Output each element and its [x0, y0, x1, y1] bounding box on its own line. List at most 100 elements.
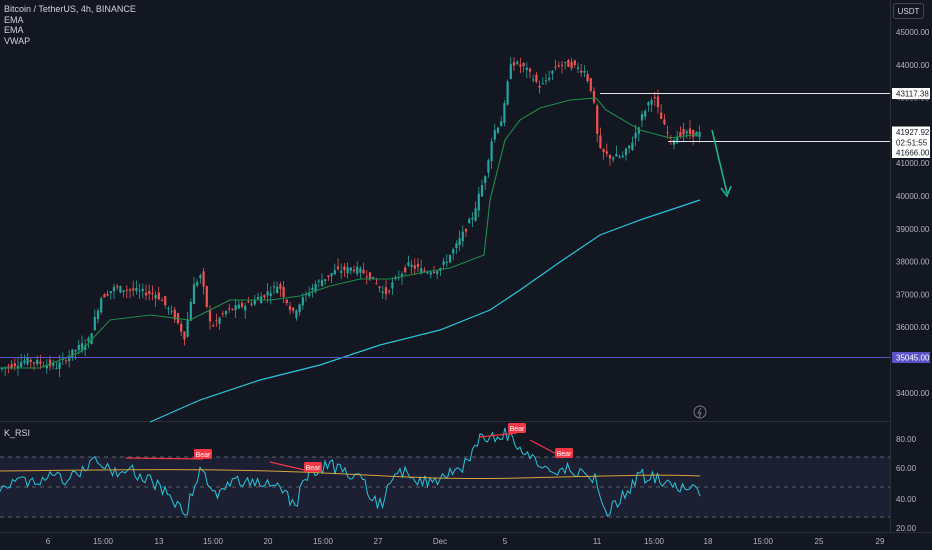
candle-body	[365, 276, 368, 278]
bear-label-box	[555, 448, 573, 458]
bear-label: Bear	[510, 426, 525, 433]
price-tick-label: 45000.00	[896, 28, 930, 37]
bear-label: Bear	[306, 465, 321, 472]
candle-body	[170, 310, 173, 312]
indicator-vwap[interactable]: VWAP	[4, 35, 31, 46]
bear-divergence-line	[125, 457, 204, 460]
time-tick-label: 27	[374, 537, 383, 546]
candle-body	[228, 308, 231, 310]
candle-body	[247, 301, 250, 303]
candle-body	[212, 325, 215, 327]
candle-body	[324, 279, 327, 281]
currency-button[interactable]: USDT	[893, 3, 924, 19]
candle-body	[327, 275, 330, 277]
time-tick-label: 18	[704, 537, 713, 546]
candle-body	[448, 255, 452, 263]
candle-body	[535, 74, 538, 82]
candle-body	[567, 59, 570, 67]
horizontal-levels[interactable]	[0, 93, 890, 358]
candle-body	[202, 271, 205, 287]
ema-fast-line	[0, 97, 701, 369]
candle-body	[282, 286, 285, 298]
candle-body	[308, 293, 311, 296]
candle-body	[311, 287, 314, 291]
candle-body	[173, 309, 176, 320]
candle-body	[372, 276, 375, 279]
ema-slow-line	[149, 199, 701, 423]
candle-body	[167, 308, 170, 310]
candle-body	[410, 264, 413, 267]
candle-body	[231, 308, 234, 310]
candle-body	[672, 139, 676, 145]
rsi-title[interactable]: K_RSI	[4, 428, 31, 438]
candle-body	[218, 317, 221, 324]
candle-body	[148, 291, 151, 294]
bear-divergence-line	[479, 432, 518, 438]
indicator-ema-2[interactable]: EMA	[4, 25, 24, 35]
candle-body	[77, 344, 80, 351]
candle-body	[240, 302, 244, 307]
candle-body	[468, 219, 471, 224]
candle-body	[253, 299, 256, 305]
candle-body	[560, 64, 564, 66]
candle-body	[692, 130, 695, 137]
candle-body	[215, 320, 218, 322]
candle-body	[378, 286, 381, 289]
lightning-icon[interactable]	[693, 405, 707, 419]
candle-body	[352, 269, 356, 272]
candle-body	[660, 112, 663, 120]
candle-body	[276, 286, 279, 293]
candle-body	[314, 284, 317, 292]
candle-body	[493, 130, 496, 140]
projection-arrow[interactable]	[711, 129, 728, 194]
candle-body	[192, 284, 196, 305]
candle-body	[503, 103, 506, 123]
candle-body	[128, 289, 132, 291]
candle-body	[237, 304, 240, 309]
price-tick-label: 38000.00	[896, 258, 930, 267]
candle-body	[471, 217, 474, 220]
candle-body	[52, 363, 55, 366]
candle-body	[189, 301, 192, 321]
candle-body	[359, 268, 362, 273]
time-axis[interactable]: 6 15:00 13 15:00 20 15:00 27 Dec 5 11 15:00 18 15:00…	[46, 537, 885, 546]
candle-body	[368, 272, 372, 280]
candle-body	[154, 295, 157, 299]
candle-body	[10, 364, 13, 368]
candle-body	[96, 310, 100, 320]
candle-body	[685, 131, 688, 134]
bear-label: Bear	[196, 452, 211, 459]
candle-body	[90, 333, 93, 345]
candle-body	[87, 338, 90, 342]
price-tick-label: 37000.00	[896, 290, 930, 299]
bear-label-box	[508, 423, 526, 433]
candle-body	[301, 297, 304, 306]
candle-body	[557, 65, 560, 67]
moving-averages	[0, 97, 701, 423]
candle-body	[234, 305, 237, 311]
candle-body	[356, 266, 359, 274]
price-marker-box	[892, 147, 930, 158]
indicator-ema-1[interactable]: EMA	[4, 14, 24, 25]
candle-body	[292, 307, 295, 311]
candle-body	[125, 289, 128, 291]
candle-body	[13, 363, 16, 367]
price-tick-label: 44000.00	[896, 61, 930, 70]
candle-body	[64, 360, 68, 362]
candle-body	[605, 151, 608, 154]
rsi-tick-label: 80.00	[896, 435, 917, 444]
candle-body	[135, 287, 138, 292]
candle-body	[266, 291, 269, 296]
candle-body	[688, 128, 692, 135]
candle-body	[637, 127, 640, 134]
candle-body	[429, 272, 432, 275]
candle-body	[455, 243, 458, 249]
price-tick-label: 39000.00	[896, 225, 930, 234]
candle-body	[20, 362, 23, 367]
candle-body	[298, 304, 301, 313]
symbol-title[interactable]: Bitcoin / TetherUS, 4h, BINANCE	[4, 4, 136, 14]
price-axis[interactable]: 45000.0044000.0043000.0042000.0041000.00…	[892, 28, 930, 398]
rsi-signal-line	[0, 469, 701, 480]
candle-body	[634, 132, 637, 139]
